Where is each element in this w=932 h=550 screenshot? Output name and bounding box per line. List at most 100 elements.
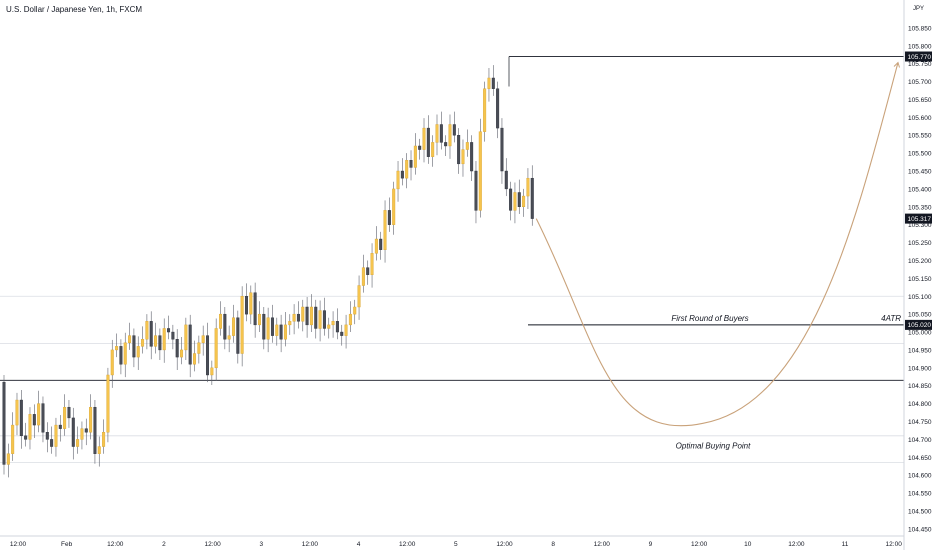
- candle-down: [171, 331, 175, 340]
- candle-down: [500, 127, 504, 172]
- price-tick-label: 105.300: [908, 222, 932, 229]
- price-tag-label: 105.770: [908, 54, 932, 61]
- candle-up: [154, 335, 158, 347]
- price-tick-label: 104.800: [908, 401, 932, 408]
- candle-up: [288, 321, 292, 326]
- candle-down: [296, 313, 300, 322]
- candle-down: [322, 310, 326, 329]
- price-tick-label: 105.700: [908, 79, 932, 86]
- price-axis[interactable]: 105.850 105.800 105.750 105.700 105.650 105.6…: [908, 25, 932, 533]
- candle-down: [387, 210, 391, 225]
- candle-up: [448, 124, 452, 147]
- candle-down: [262, 313, 266, 340]
- time-tick-label: 10: [744, 541, 752, 548]
- candle-up: [435, 124, 439, 143]
- time-tick-label: 3: [259, 541, 263, 548]
- candle-up: [115, 346, 119, 351]
- candle-up: [214, 328, 218, 369]
- time-tick-label: 12:00: [204, 541, 221, 548]
- candle-up: [231, 317, 235, 336]
- projection-arrowhead: [893, 61, 900, 68]
- price-tick-label: 104.450: [908, 526, 932, 533]
- candle-up: [210, 367, 214, 376]
- candle-up: [292, 313, 296, 322]
- candle-up: [89, 406, 93, 433]
- time-tick-label: 12:00: [10, 541, 27, 548]
- candle-up: [396, 170, 400, 190]
- price-tick-label: 104.900: [908, 365, 932, 372]
- candle-down: [491, 77, 495, 89]
- candle-down: [45, 432, 49, 440]
- candle-down: [509, 188, 513, 211]
- candle-up: [162, 328, 166, 351]
- annotations: First Round of Buyers 4ATR Optimal Buying …: [671, 314, 901, 450]
- candle-up: [76, 439, 80, 447]
- price-tick-label: 104.600: [908, 473, 932, 480]
- candle-up: [102, 432, 106, 447]
- candle-down: [84, 428, 88, 433]
- price-tick-label: 104.550: [908, 491, 932, 498]
- candle-up: [526, 177, 530, 197]
- candle-up: [405, 160, 409, 179]
- time-tick-label: 9: [649, 541, 653, 548]
- candle-down: [236, 317, 240, 354]
- price-tick-label: 104.750: [908, 419, 932, 426]
- price-tick-label: 105.050: [908, 312, 932, 319]
- price-tick-label: 105.500: [908, 151, 932, 158]
- price-tag-label: 105.317: [908, 216, 932, 223]
- candle-up: [63, 406, 67, 429]
- candle-up: [97, 446, 101, 454]
- candle-down: [517, 192, 521, 208]
- candle-up: [106, 374, 110, 433]
- candle-up: [6, 453, 10, 465]
- candle-up: [110, 349, 114, 376]
- price-tags: 105.770 105.317 105.020: [905, 51, 932, 330]
- candle-down: [504, 170, 508, 190]
- time-tick-label: 11: [842, 541, 849, 548]
- time-tick-label: 2: [162, 541, 166, 548]
- price-tick-label: 105.850: [908, 25, 932, 32]
- candle-up: [123, 342, 127, 365]
- candle-up: [461, 149, 465, 165]
- price-tick-label: 105.150: [908, 276, 932, 283]
- price-tag-box: [905, 213, 932, 224]
- chart-title: U.S. Dollar / Japanese Yen, 1h, FXCM: [6, 5, 143, 14]
- candle-up: [357, 285, 361, 308]
- candle-up: [422, 127, 426, 150]
- price-tick-label: 105.800: [908, 43, 932, 50]
- time-axis[interactable]: 12:00 Feb 12:00 2 12:00 3 12:00 4 12:00 5 12:00 8 12…: [10, 541, 902, 548]
- candle-down: [206, 335, 210, 376]
- candle-down: [24, 435, 28, 440]
- candle-down: [119, 346, 123, 365]
- candle-up: [318, 310, 322, 329]
- candle-up: [218, 313, 222, 329]
- candle-down: [340, 331, 344, 336]
- candle-up: [227, 335, 231, 340]
- currency-label: JPY: [913, 6, 924, 12]
- time-tick-label: 5: [454, 541, 458, 548]
- candle-up: [348, 313, 352, 326]
- candle-up: [266, 317, 270, 340]
- candle-up: [28, 414, 32, 440]
- candle-down: [93, 406, 97, 454]
- candle-up: [374, 238, 378, 254]
- candle-down: [426, 127, 430, 157]
- drawings: [508, 56, 904, 427]
- time-tick-label: 12:00: [302, 541, 319, 548]
- time-tick-label: 12:00: [496, 541, 513, 548]
- candle-down: [223, 313, 227, 340]
- candle-down: [279, 324, 283, 340]
- time-tick-label: 12:00: [886, 541, 903, 548]
- candle-up: [15, 399, 19, 426]
- time-tick-label: 12:00: [691, 541, 708, 548]
- candle-up: [197, 342, 201, 354]
- candle-down: [270, 317, 274, 336]
- candle-down: [496, 88, 500, 129]
- candle-up: [193, 353, 197, 365]
- candle-up: [249, 292, 253, 315]
- price-tick-label: 105.000: [908, 330, 932, 337]
- candle-up: [353, 306, 357, 315]
- candle-up: [431, 142, 435, 157]
- time-tick-label: 12:00: [399, 541, 416, 548]
